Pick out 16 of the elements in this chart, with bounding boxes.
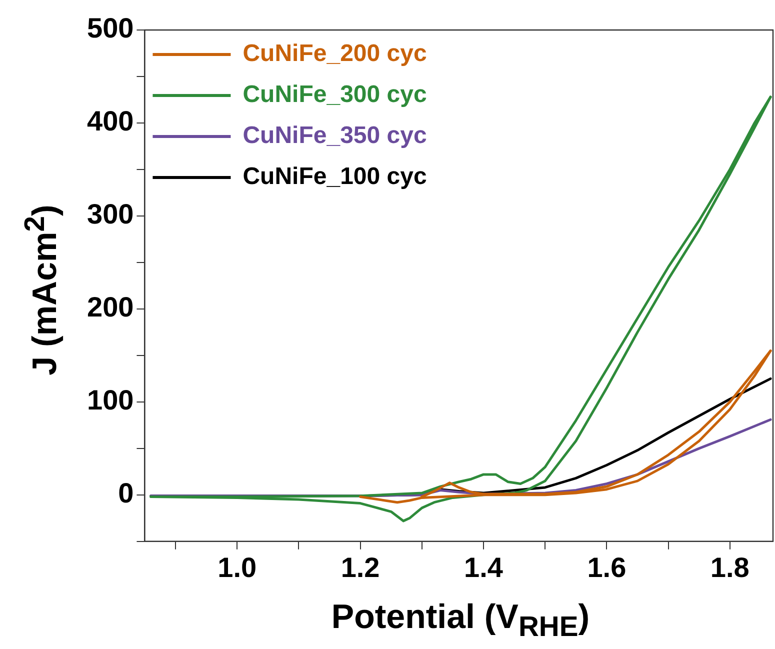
legend-label: CuNiFe_200 cyc [242,40,427,68]
y-tick-label: 100 [87,384,134,416]
x-axis-title: Potential (V$_{RHE}$) [330,598,591,644]
x-tick-label: 1.0 [218,552,257,583]
x-tick-label: 1.6 [587,552,626,583]
legend-label: CuNiFe_100 cyc [242,163,427,190]
legend-label: CuNiFe_300 cyc [242,81,427,108]
legend-label: CuNiFe_350 cyc [242,122,427,150]
y-tick-label: 0 [118,478,134,509]
x-tick-label: 1.4 [464,552,504,583]
y-tick-label: 300 [87,198,134,230]
y-tick-label: 400 [87,106,134,137]
y-tick-label: 500 [87,12,134,44]
x-tick-label: 1.8 [710,552,750,583]
x-tick-label: 1.2 [340,552,380,583]
y-tick-label: 200 [87,292,134,323]
